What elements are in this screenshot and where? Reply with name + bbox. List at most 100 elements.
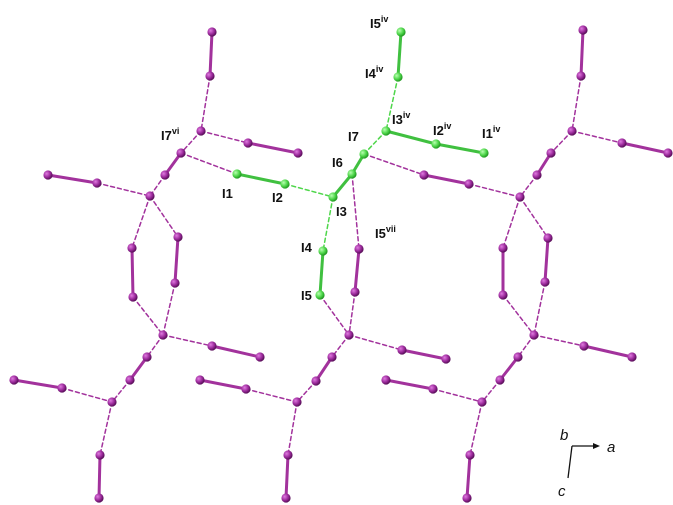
c-axis-line	[567, 445, 573, 479]
secondary-bond	[331, 334, 350, 358]
primary-bond	[97, 453, 102, 500]
secondary-bond	[200, 75, 211, 132]
iodine-atom	[540, 277, 550, 287]
secondary-bond	[296, 380, 317, 403]
a-axis-arrowhead	[593, 443, 600, 449]
axis-indicator: b a c	[558, 427, 615, 500]
iodine-atom	[195, 375, 205, 385]
secondary-bond	[162, 334, 213, 347]
label-I3: I3	[336, 204, 347, 219]
label-I7: I7	[348, 129, 359, 144]
iodine-atom	[57, 383, 67, 393]
iodine-atom	[207, 27, 217, 37]
iodine-atom	[464, 179, 474, 189]
iodine-atom	[529, 330, 539, 340]
primary-bond	[384, 129, 438, 146]
primary-bond	[46, 173, 99, 185]
iodine-atom-asymmetric	[232, 169, 242, 179]
primary-bond	[331, 172, 354, 199]
secondary-bond	[99, 401, 113, 456]
iodine-atom	[579, 341, 589, 351]
iodine-atom	[465, 450, 475, 460]
label-I4: I4	[301, 240, 313, 255]
secondary-bond	[571, 75, 582, 132]
iodine-atom	[128, 292, 138, 302]
label-I7vi: I7vi	[161, 126, 179, 143]
secondary-bond	[385, 76, 399, 132]
iodine-atom-asymmetric	[393, 72, 403, 82]
iodine-atom	[205, 71, 215, 81]
iodine-atom	[243, 138, 253, 148]
iodine-atom	[441, 354, 451, 364]
secondary-bond	[468, 183, 521, 198]
secondary-bond	[351, 173, 360, 250]
iodine-atom	[498, 290, 508, 300]
iodine-atom	[43, 170, 53, 180]
iodine-atom	[9, 375, 19, 385]
primary-bond	[235, 172, 287, 186]
primary-bond	[543, 236, 550, 284]
iodine-atom	[381, 375, 391, 385]
primary-bond	[318, 249, 325, 297]
iodine-atom	[567, 126, 577, 136]
iodine-atom	[498, 243, 508, 253]
iodine-atom	[546, 148, 556, 158]
secondary-bond	[469, 401, 483, 456]
label-I1iv: I1iv	[482, 124, 500, 141]
secondary-bond	[533, 334, 585, 347]
iodine-atom-asymmetric	[347, 169, 357, 179]
secondary-bond	[319, 294, 350, 336]
secondary-bond	[131, 195, 151, 249]
secondary-bond	[348, 334, 403, 351]
iodine-atom	[576, 71, 586, 81]
iodine-atom-asymmetric	[315, 290, 325, 300]
iodine-atom-asymmetric	[431, 139, 441, 149]
iodine-atom	[532, 170, 542, 180]
secondary-bond	[287, 401, 298, 456]
secondary-bond	[348, 291, 356, 336]
iodine-atom	[196, 126, 206, 136]
iodine-atom	[293, 148, 303, 158]
secondary-bond	[180, 152, 238, 175]
secondary-bond	[111, 379, 131, 403]
primary-bond	[384, 378, 435, 391]
atoms	[9, 25, 673, 503]
primary-bond	[284, 453, 290, 500]
iodine-atom	[170, 278, 180, 288]
primary-bond	[128, 355, 149, 382]
iodine-atom	[543, 233, 553, 243]
label-I5iv: I5iv	[370, 14, 388, 31]
axis-label-b: b	[560, 427, 568, 444]
iodine-atom-asymmetric	[280, 179, 290, 189]
secondary-bond	[363, 130, 387, 155]
iodine-atom	[477, 397, 487, 407]
iodine-atom	[158, 330, 168, 340]
secondary-bond	[284, 183, 334, 198]
secondary-bond	[61, 387, 113, 403]
iodine-atom	[462, 493, 472, 503]
label-I2: I2	[272, 190, 283, 205]
primary-bond	[314, 355, 334, 383]
secondary-bond	[533, 281, 546, 336]
secondary-bond	[149, 195, 179, 238]
iodine-atom	[125, 375, 135, 385]
iodine-atom	[344, 330, 354, 340]
primary-bond	[582, 344, 634, 359]
iodine-atom	[495, 375, 505, 385]
iodine-atom	[428, 384, 438, 394]
iodine-atom	[283, 450, 293, 460]
iodine-atom-asymmetric	[479, 148, 489, 158]
primary-bond	[353, 247, 361, 294]
primary-bond	[246, 141, 300, 155]
iodine-atom	[160, 170, 170, 180]
secondary-bond	[363, 153, 425, 176]
secondary-bond	[481, 379, 501, 403]
primary-bonds	[12, 28, 670, 500]
iodine-atom-asymmetric	[328, 192, 338, 202]
secondary-bond	[96, 182, 151, 197]
secondary-bond	[571, 130, 623, 144]
primary-bond	[620, 141, 670, 155]
primary-bond	[396, 30, 403, 79]
primary-bond	[130, 246, 135, 299]
